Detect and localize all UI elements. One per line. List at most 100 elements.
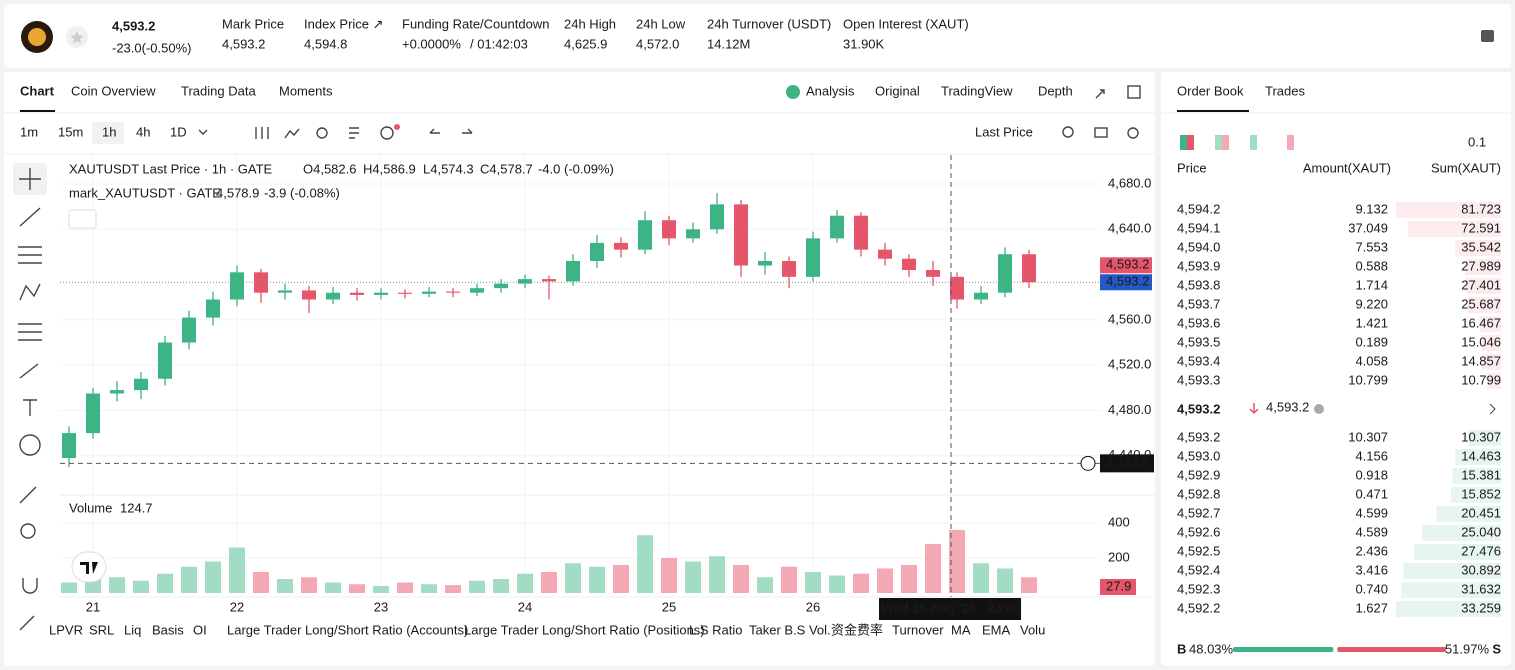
candle-body xyxy=(854,215,869,250)
volume-bar xyxy=(61,582,78,593)
indicator[interactable]: Liq xyxy=(124,622,141,637)
indicator[interactable]: OI xyxy=(193,622,207,637)
book-price: 4,593.9 xyxy=(1177,258,1220,273)
candle-body xyxy=(446,291,461,293)
indicator[interactable]: EMA xyxy=(982,622,1011,637)
depth-bar xyxy=(1468,430,1501,446)
book-amount: 0.588 xyxy=(1355,258,1388,273)
y-tick-label: 4,640.0 xyxy=(1108,221,1151,236)
chart-tab[interactable]: Moments xyxy=(279,83,333,98)
stat-label: Open Interest (XAUT) xyxy=(843,16,969,31)
countdown: / 01:42:03 xyxy=(470,36,528,51)
indicator[interactable]: L.S Ratio xyxy=(689,622,742,637)
book-sum: 15.381 xyxy=(1461,467,1501,482)
view-tab[interactable]: Depth xyxy=(1038,83,1073,98)
book-price: 4,594.1 xyxy=(1177,220,1220,235)
depth-bar xyxy=(1465,259,1501,275)
book-sum: 27.401 xyxy=(1461,277,1501,292)
volume-bar xyxy=(973,563,990,593)
stat-value: 4,625.9 xyxy=(564,36,607,51)
legend-ohlc: H4,586.9 xyxy=(363,161,416,176)
chevron[interactable] xyxy=(1489,403,1496,415)
order-book-panel xyxy=(1161,72,1511,666)
volume-bar xyxy=(373,585,390,593)
stat-label: Mark Price xyxy=(222,16,284,31)
depth-bar xyxy=(1481,354,1501,370)
candle-body xyxy=(686,229,701,239)
precision[interactable]: 0.1 xyxy=(1468,134,1486,149)
interval[interactable]: 1m xyxy=(20,124,38,139)
candle-body xyxy=(974,292,989,300)
candle-body xyxy=(638,220,653,250)
x-tick-label: 21 xyxy=(86,599,100,614)
volume-value: 124.7 xyxy=(120,500,153,515)
mid-mark: 4,593.2 xyxy=(1266,399,1309,414)
stat-value: +0.0000% xyxy=(402,36,461,51)
indicator[interactable]: Taker B.S Vol. xyxy=(749,622,831,637)
candle-body xyxy=(110,390,125,394)
volume-bar xyxy=(757,577,774,593)
interval[interactable]: 1D xyxy=(170,124,187,139)
add-alert[interactable] xyxy=(1080,455,1096,471)
depth-bar xyxy=(1450,487,1501,503)
book-amount: 4.599 xyxy=(1355,505,1388,520)
volume-tag: 27.9 xyxy=(1106,578,1131,593)
indicator[interactable]: Turnover xyxy=(892,622,944,637)
price-tag-box xyxy=(1100,274,1152,291)
price-type[interactable]: Last Price xyxy=(975,124,1033,139)
view-tab[interactable]: Original xyxy=(875,83,920,98)
volume-bar xyxy=(301,577,318,593)
candle-body xyxy=(134,378,149,391)
volume-bar xyxy=(133,580,150,593)
book-tab[interactable]: Trades xyxy=(1265,83,1305,98)
candle-body xyxy=(62,433,77,459)
depth-bar xyxy=(1403,563,1501,579)
depth-bar xyxy=(1396,202,1501,218)
depth-bar xyxy=(1455,449,1501,465)
depth-bar xyxy=(1467,297,1501,313)
book-amount: 4.589 xyxy=(1355,524,1388,539)
notes-icon[interactable] xyxy=(1481,30,1494,42)
tv-mark xyxy=(80,562,98,574)
interval[interactable]: 4h xyxy=(136,124,150,139)
indicator[interactable]: SRL xyxy=(89,622,114,637)
indicator[interactable]: 资金费率 xyxy=(831,622,883,637)
volume-bar xyxy=(661,557,678,593)
dropdown-icon[interactable] xyxy=(198,129,208,135)
view-tab[interactable]: Analysis xyxy=(806,83,855,98)
book-amount: 1.421 xyxy=(1355,315,1388,330)
indicator[interactable]: Volu xyxy=(1020,622,1045,637)
book-tab[interactable]: Order Book xyxy=(1177,83,1244,98)
indicator[interactable]: Large Trader Long/Short Ratio (Accounts) xyxy=(227,622,468,637)
book-price: 4,593.6 xyxy=(1177,315,1220,330)
volume-bar xyxy=(325,582,342,593)
chart-tab[interactable]: Coin Overview xyxy=(71,83,156,98)
collapse-button[interactable] xyxy=(68,209,97,229)
indicator[interactable]: LPVR xyxy=(49,622,83,637)
crosshair-y-box xyxy=(1100,454,1154,473)
book-price: 4,594.0 xyxy=(1177,239,1220,254)
volume-bar xyxy=(157,573,174,593)
indicator[interactable]: MA xyxy=(951,622,971,637)
book-price: 4,593.0 xyxy=(1177,448,1220,463)
candle-body xyxy=(830,215,845,239)
book-price: 4,592.4 xyxy=(1177,562,1220,577)
book-price: 4,592.8 xyxy=(1177,486,1220,501)
view-tab[interactable]: TradingView xyxy=(941,83,1013,98)
chart-tab[interactable]: Chart xyxy=(20,83,55,98)
volume-bar xyxy=(709,556,726,593)
book-price: 4,592.7 xyxy=(1177,505,1220,520)
volume-bar xyxy=(1021,577,1038,593)
volume-bar xyxy=(829,575,846,593)
book-amount: 10.799 xyxy=(1348,372,1388,387)
indicator[interactable]: Basis xyxy=(152,622,184,637)
chart-tab[interactable]: Trading Data xyxy=(181,83,256,98)
interval[interactable]: 15m xyxy=(58,124,83,139)
candle-body xyxy=(998,254,1013,293)
indicator[interactable]: Large Trader Long/Short Ratio (Positions… xyxy=(464,622,705,637)
candle-body xyxy=(662,220,677,239)
y-tick-label: 4,560.0 xyxy=(1108,311,1151,326)
volume-bar xyxy=(277,578,294,593)
volume-title: Volume xyxy=(69,500,112,515)
interval[interactable]: 1h xyxy=(102,124,116,139)
